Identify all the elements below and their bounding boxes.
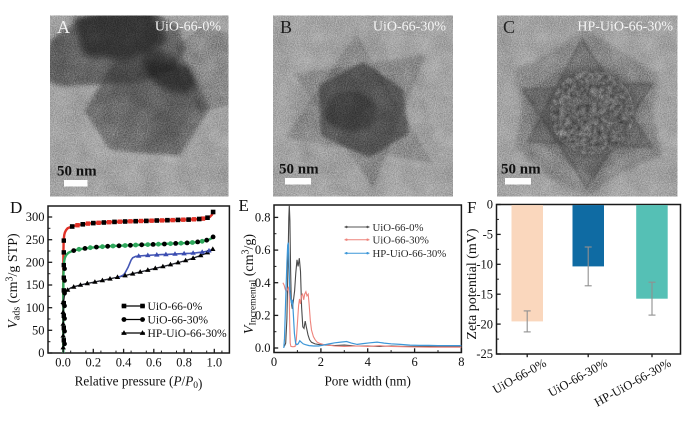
svg-text:0.8: 0.8 (176, 356, 192, 370)
svg-text:0.4: 0.4 (255, 276, 271, 290)
svg-text:HP-UiO-66-30%: HP-UiO-66-30% (373, 248, 447, 260)
svg-text:UiO-66-30%: UiO-66-30% (148, 313, 209, 326)
svg-text:UiO-66-30%: UiO-66-30% (373, 235, 429, 247)
svg-text:UiO-66-0%: UiO-66-0% (373, 222, 424, 234)
svg-text:2: 2 (318, 355, 324, 369)
svg-text:-10: -10 (476, 258, 493, 272)
svg-text:Zeta potential (mV): Zeta potential (mV) (465, 228, 480, 340)
svg-text:0.2: 0.2 (85, 356, 101, 370)
svg-text:-15: -15 (476, 287, 493, 301)
svg-text:1.0: 1.0 (206, 356, 222, 370)
svg-text:50 nm: 50 nm (57, 164, 97, 180)
svg-text:Pore width (nm): Pore width (nm) (324, 374, 410, 389)
svg-text:0.6: 0.6 (146, 356, 162, 370)
svg-text:-20: -20 (476, 317, 493, 331)
svg-text:0.4: 0.4 (116, 356, 132, 370)
svg-text:D: D (10, 198, 22, 217)
svg-text:50 nm: 50 nm (501, 162, 541, 178)
svg-text:Relative pressure (P/P0): Relative pressure (P/P0) (75, 374, 203, 392)
svg-text:0.2: 0.2 (255, 309, 271, 323)
svg-text:150: 150 (26, 278, 45, 292)
svg-text:0: 0 (487, 198, 493, 212)
svg-text:B: B (280, 17, 292, 37)
svg-text:0.0: 0.0 (255, 341, 271, 355)
svg-text:HP-UiO-66-30%: HP-UiO-66-30% (577, 19, 673, 34)
svg-text:300: 300 (26, 210, 45, 224)
svg-text:0: 0 (271, 355, 277, 369)
svg-text:A: A (57, 17, 70, 37)
svg-text:8: 8 (458, 355, 464, 369)
svg-text:250: 250 (26, 233, 45, 247)
svg-text:HP-UiO-66-30%: HP-UiO-66-30% (148, 327, 228, 340)
svg-text:VIncremental (cm3/g): VIncremental (cm3/g) (241, 234, 259, 335)
svg-text:UiO-66-0%: UiO-66-0% (155, 19, 221, 34)
svg-text:4: 4 (365, 355, 372, 369)
svg-text:200: 200 (26, 256, 45, 270)
svg-text:0.0: 0.0 (55, 356, 71, 370)
svg-text:0.8: 0.8 (255, 211, 271, 225)
svg-text:E: E (239, 196, 249, 215)
svg-text:UiO-66-0%: UiO-66-0% (148, 300, 203, 313)
svg-text:0.6: 0.6 (255, 243, 271, 257)
svg-text:6: 6 (411, 355, 417, 369)
svg-text:50 nm: 50 nm (279, 162, 319, 178)
svg-text:F: F (467, 198, 476, 217)
svg-text:Vads (cm3/g STP): Vads (cm3/g STP) (5, 233, 23, 329)
svg-text:UiO-66-30%: UiO-66-30% (373, 19, 446, 34)
svg-text:-5: -5 (483, 228, 493, 242)
svg-text:50: 50 (32, 324, 45, 338)
svg-text:100: 100 (26, 301, 45, 315)
svg-text:-25: -25 (476, 347, 493, 361)
svg-text:0: 0 (38, 346, 44, 360)
svg-text:C: C (503, 17, 515, 37)
